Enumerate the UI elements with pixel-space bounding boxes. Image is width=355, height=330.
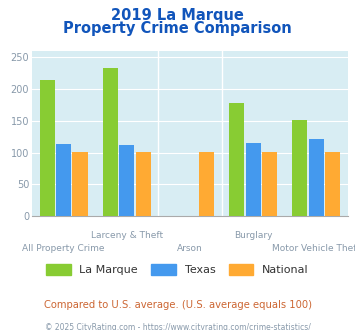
Bar [119, 145, 134, 216]
Text: Burglary: Burglary [234, 231, 272, 240]
Bar [292, 120, 307, 216]
Bar [229, 103, 244, 216]
Bar [56, 145, 71, 216]
Bar [309, 139, 324, 216]
Bar [262, 152, 277, 216]
Text: All Property Crime: All Property Crime [22, 244, 105, 253]
Bar [246, 143, 261, 216]
Bar [103, 68, 118, 216]
Bar [72, 152, 88, 216]
Text: © 2025 CityRating.com - https://www.cityrating.com/crime-statistics/: © 2025 CityRating.com - https://www.city… [45, 323, 310, 330]
Legend: La Marque, Texas, National: La Marque, Texas, National [42, 260, 313, 280]
Text: Motor Vehicle Theft: Motor Vehicle Theft [272, 244, 355, 253]
Text: Property Crime Comparison: Property Crime Comparison [63, 21, 292, 36]
Text: Compared to U.S. average. (U.S. average equals 100): Compared to U.S. average. (U.S. average … [44, 300, 311, 310]
Text: 2019 La Marque: 2019 La Marque [111, 8, 244, 23]
Bar [199, 152, 214, 216]
Bar [325, 152, 340, 216]
Bar [39, 80, 55, 216]
Text: Arson: Arson [177, 244, 203, 253]
Text: Larceny & Theft: Larceny & Theft [91, 231, 163, 240]
Bar [136, 152, 151, 216]
